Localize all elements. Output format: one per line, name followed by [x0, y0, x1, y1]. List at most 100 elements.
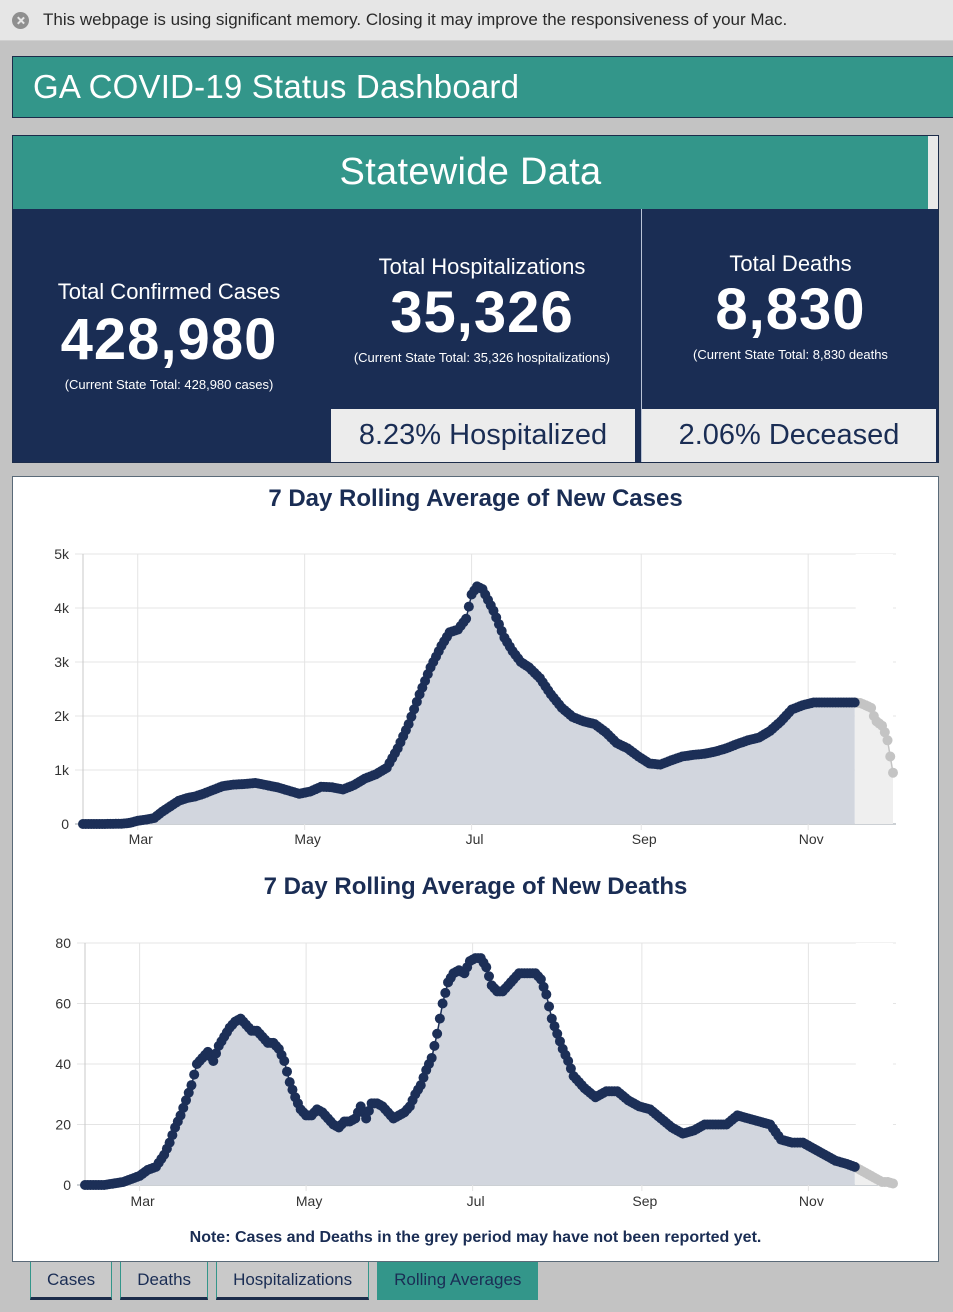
tab-hospitalizations[interactable]: Hospitalizations — [216, 1262, 370, 1300]
tab-hospitalizations-label: Hospitalizations — [233, 1269, 353, 1289]
deaths-series-point — [418, 1072, 429, 1083]
deaths-series-point — [186, 1080, 197, 1091]
memory-warning-text: This webpage is using significant memory… — [43, 10, 788, 29]
tab-deaths-label: Deaths — [137, 1269, 192, 1289]
deaths-series-point — [361, 1113, 372, 1124]
cases-ytick-label: 5k — [54, 546, 70, 562]
deaths-xtick-label: May — [296, 1193, 322, 1209]
cases-ytick-label: 1k — [54, 762, 70, 778]
cases-pending-point — [885, 751, 896, 762]
deaths-series-point — [552, 1028, 563, 1039]
deaths-series-point — [849, 1161, 860, 1172]
deaths-series-point — [164, 1137, 175, 1148]
deaths-xtick-label: Mar — [131, 1193, 155, 1209]
deaths-series-point — [415, 1080, 426, 1091]
deaths-series-point — [429, 1040, 440, 1051]
deaths-series-point — [363, 1105, 374, 1116]
deaths-pending-band — [855, 943, 893, 1185]
deaths-series-point — [535, 974, 546, 985]
deaths-series-point — [563, 1055, 574, 1066]
cases-xtick-label: Jul — [466, 831, 484, 847]
hospitalized-percent-badge: 8.23% Hospitalized — [331, 409, 635, 462]
close-circle-icon[interactable] — [12, 11, 29, 29]
statewide-title: Statewide Data — [339, 151, 602, 193]
deaths-series-point — [189, 1069, 200, 1080]
deaths-series-point — [538, 981, 549, 992]
cases-xtick-label: May — [294, 831, 320, 847]
tab-cases-label: Cases — [47, 1269, 96, 1289]
deaths-series-point — [208, 1055, 219, 1066]
deaths-ytick-label: 60 — [55, 996, 71, 1012]
cases-ytick-label: 4k — [54, 600, 70, 616]
panel-scrollbar[interactable] — [928, 136, 938, 209]
deaths-ytick-label: 20 — [55, 1117, 71, 1133]
cases-series-point — [849, 697, 860, 708]
deaths-series-point — [426, 1052, 437, 1063]
rolling-averages-panel: 7 Day Rolling Average of New Cases 0 1k 2k… — [12, 476, 939, 1262]
tab-deaths[interactable]: Deaths — [120, 1262, 209, 1300]
cases-chart-title: 7 Day Rolling Average of New Cases — [268, 485, 683, 512]
deaths-series-point — [554, 1036, 565, 1047]
deaths-pending-area — [854, 1166, 893, 1185]
app-header: GA COVID-19 Status Dashboard — [12, 56, 953, 118]
deaths-series-point — [175, 1110, 186, 1121]
deaths-series-point — [167, 1130, 178, 1141]
deaths-series-point — [549, 1021, 560, 1032]
tab-cases[interactable]: Cases — [30, 1262, 113, 1300]
cases-xtick-label: Nov — [799, 831, 824, 847]
total-deaths-subtext: (Current State Total: 8,830 deaths — [693, 347, 888, 362]
cases-pending-point — [866, 702, 877, 713]
total-deaths-label: Total Deaths — [729, 251, 852, 276]
statewide-banner: Statewide Data — [13, 136, 928, 209]
cases-series-point — [461, 613, 472, 624]
deaths-series-point — [211, 1048, 222, 1059]
deaths-series-point — [546, 1013, 557, 1024]
tab-rolling-averages-label: Rolling Averages — [394, 1269, 522, 1289]
deaths-series-point — [432, 1028, 443, 1039]
grey-period-note: Note: Cases and Deaths in the grey perio… — [189, 1229, 762, 1246]
total-cases-label: Total Confirmed Cases — [57, 279, 281, 304]
deaths-series-point — [287, 1084, 298, 1095]
total-deaths-value: 8,830 — [715, 277, 866, 342]
deaths-series-point — [178, 1102, 189, 1113]
deaths-series-point — [434, 1013, 445, 1024]
dashboard-title: GA COVID-19 Status Dashboard — [33, 68, 520, 105]
deaths-series-point — [481, 962, 492, 973]
total-hospitalizations-card: Total Hospitalizations 35,326 (Current S… — [325, 209, 639, 462]
deaths-series-point — [544, 1001, 555, 1012]
deaths-series-point — [440, 987, 451, 998]
total-deaths-card: Total Deaths 8,830 (Current State Total:… — [641, 209, 939, 462]
tab-rolling-averages[interactable]: Rolling Averages — [377, 1262, 539, 1300]
deaths-series-area — [85, 958, 855, 1185]
deaths-series-point — [282, 1066, 292, 1077]
total-hospitalizations-label: Total Hospitalizations — [378, 254, 586, 279]
deceased-percent-badge: 2.06% Deceased — [642, 409, 936, 462]
cases-rolling-average-chart: 0 1k 2k 3k 4k 5k Mar May Jul Sep Nov — [54, 546, 898, 847]
deaths-chart-title: 7 Day Rolling Average of New Deaths — [263, 873, 688, 900]
deaths-series-point — [181, 1095, 191, 1106]
deaths-series-point — [284, 1077, 295, 1088]
deaths-ytick-label: 0 — [63, 1177, 71, 1193]
total-cases-subtext: (Current State Total: 428,980 cases) — [64, 377, 274, 392]
browser-memory-warning: This webpage is using significant memory… — [0, 0, 953, 41]
total-hospitalizations-subtext: (Current State Total: 35,326 hospitaliza… — [353, 350, 611, 365]
cases-series-point — [463, 601, 474, 612]
cases-xtick-label: Sep — [632, 831, 657, 847]
cases-ytick-label: 2k — [54, 708, 70, 724]
deaths-xtick-label: Jul — [467, 1193, 485, 1209]
deaths-rolling-average-chart: 0 20 40 60 80 Mar May Jul Sep Nov — [55, 935, 898, 1209]
deaths-xtick-label: Sep — [632, 1193, 657, 1209]
cases-pending-point — [879, 727, 890, 738]
deaths-series-point — [279, 1055, 290, 1066]
cases-xtick-label: Mar — [129, 831, 153, 847]
deaths-series-point — [541, 989, 552, 1000]
page-scrollbar-track[interactable] — [939, 476, 953, 1262]
cases-pending-point — [888, 767, 898, 778]
cases-ytick-label: 3k — [54, 654, 70, 670]
deaths-ytick-label: 80 — [55, 935, 71, 951]
total-cases-card: Total Confirmed Cases 428,980 (Current S… — [13, 209, 325, 462]
total-hospitalizations-value: 35,326 — [390, 280, 574, 345]
deaths-series-point — [565, 1063, 576, 1074]
deaths-series-point — [437, 998, 448, 1009]
cases-pending-point — [882, 735, 893, 746]
